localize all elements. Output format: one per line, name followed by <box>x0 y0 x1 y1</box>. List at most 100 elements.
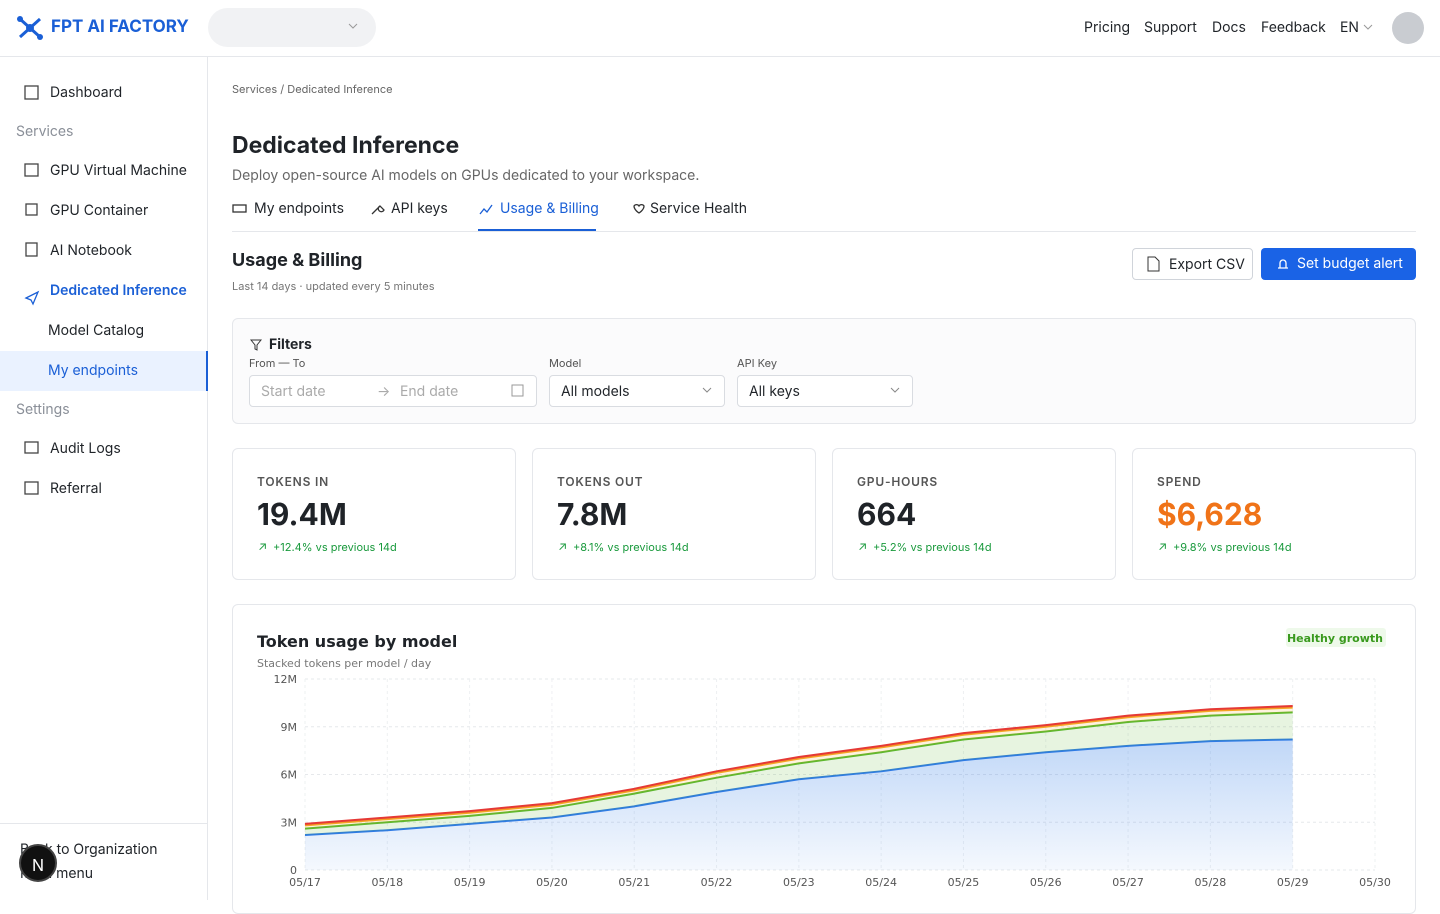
x-tick-label: 05/17 <box>289 876 321 889</box>
menu-item[interactable]: GPU Virtual Machine <box>50 162 187 179</box>
tab[interactable]: API keys <box>391 200 448 217</box>
kpi-value: 664 <box>857 497 917 533</box>
crumb[interactable]: Services <box>232 82 278 96</box>
kpi-label: TOKENS IN <box>257 474 330 489</box>
x-tick-label: 05/29 <box>1277 876 1309 889</box>
x-tick-label: 05/22 <box>701 876 733 889</box>
divider <box>0 823 207 824</box>
logo-icon <box>17 16 43 40</box>
field-label: From — To <box>249 356 306 370</box>
filters-card <box>232 318 1416 424</box>
area-band <box>305 712 1293 835</box>
y-tick-label: 0 <box>290 864 297 877</box>
filter-icon <box>250 339 262 351</box>
page-subtitle: Deploy open-source AI models on GPUs ded… <box>232 167 700 184</box>
page-title: Dedicated Inference <box>232 131 460 159</box>
chart-title: Token usage by model <box>257 632 457 651</box>
crumb: Dedicated Inference <box>287 82 393 96</box>
y-tick-label: 12M <box>274 673 298 686</box>
tab-divider <box>232 231 1416 232</box>
kpi-card: SPEND $6,628 +9.8% vs previous 14d ↗ <box>1132 448 1416 580</box>
nav-link[interactable]: Feedback <box>1261 19 1326 36</box>
chart: Token usage by model Stacked tokens per … <box>257 628 1391 889</box>
menu-item[interactable]: Model Catalog <box>48 322 145 339</box>
field-icons <box>511 384 900 397</box>
menu-item[interactable]: Referral <box>50 480 102 497</box>
x-tick-label: 05/28 <box>1195 876 1227 889</box>
kpi-label: GPU-HOURS <box>857 474 938 489</box>
nav-link[interactable]: Pricing <box>1084 19 1131 36</box>
x-tick-label: 05/19 <box>454 876 486 889</box>
x-tick-label: 05/24 <box>865 876 897 889</box>
menu-section: Settings <box>16 401 70 418</box>
kpi-card: GPU-HOURS 664 +5.2% vs previous 14d ↗ <box>832 448 1116 580</box>
series-line <box>304 738 1293 836</box>
x-tick-label: 05/26 <box>1030 876 1062 889</box>
menu-item[interactable]: AI Notebook <box>50 242 132 259</box>
series-line <box>304 711 1293 830</box>
badge-bg <box>1286 628 1386 647</box>
kpi-value: $6,628 <box>1157 497 1263 533</box>
series-line <box>304 706 1293 827</box>
kpi-delta: +9.8% vs previous 14d <box>1173 540 1292 554</box>
header: FPT AI FACTORY Pricing Support Docs Feed… <box>0 0 1440 57</box>
menu-icons <box>24 85 40 495</box>
x-tick-label: 05/30 <box>1359 876 1391 889</box>
kpi-delta: +8.1% vs previous 14d <box>573 540 689 554</box>
avatar[interactable] <box>1392 12 1424 44</box>
menu-item[interactable]: Dedicated Inference <box>50 282 187 299</box>
nav-link[interactable]: Docs <box>1212 19 1246 36</box>
y-tick-label: 9M <box>281 721 298 734</box>
x-tick-label: 05/27 <box>1112 876 1144 889</box>
date-range[interactable]: Start date → End date <box>249 375 537 407</box>
menu-item[interactable]: Dashboard <box>50 84 123 101</box>
placeholder: Start date <box>261 383 326 400</box>
chart-subtitle: Stacked tokens per model / day <box>257 657 432 670</box>
key-select[interactable]: All keys <box>737 375 913 407</box>
workspace-select[interactable] <box>208 8 376 47</box>
up-arrow: ↗ <box>858 538 868 553</box>
nav-link[interactable]: Support <box>1144 19 1197 36</box>
breadcrumb: Services / Dedicated Inference <box>232 82 393 96</box>
field-label: API Key <box>737 356 777 370</box>
section-title: Usage & Billing <box>232 250 363 271</box>
x-tick-label: 05/23 <box>783 876 815 889</box>
dev-badge[interactable]: N <box>19 844 57 882</box>
area-band <box>305 739 1293 870</box>
brand[interactable]: FPT AI FACTORY <box>51 17 189 37</box>
field-label: Model <box>549 356 582 370</box>
tab[interactable]: Service Health <box>650 200 748 217</box>
up-arrow: ↗ <box>258 538 268 553</box>
kpi-delta: +5.2% vs previous 14d <box>873 540 992 554</box>
button-icons <box>1147 256 1288 272</box>
section-subtitle: Last 14 days · updated every 5 minutes <box>232 279 435 293</box>
kpi-delta: +12.4% vs previous 14d <box>273 540 397 554</box>
budget-button[interactable]: Set budget alert <box>1261 248 1416 280</box>
model-select[interactable]: All models <box>549 375 725 407</box>
kpi-label: SPEND <box>1157 474 1202 489</box>
badge: Healthy growth <box>1287 632 1383 645</box>
y-tick-label: 6M <box>281 769 298 782</box>
y-tick-label: 3M <box>281 816 298 829</box>
language[interactable]: EN <box>1340 19 1359 36</box>
placeholder: End date <box>400 383 459 400</box>
tab-underline <box>478 229 596 231</box>
export-button[interactable]: Export CSV <box>1132 248 1253 280</box>
kpi-value: 19.4M <box>257 497 347 533</box>
tab[interactable]: My endpoints <box>254 200 344 217</box>
kpi-value: 7.8M <box>557 497 628 533</box>
active-bg <box>0 351 208 391</box>
up-arrow: ↗ <box>1158 538 1168 553</box>
kpi-label: TOKENS OUT <box>557 474 644 489</box>
x-tick-label: 05/21 <box>618 876 650 889</box>
menu-item[interactable]: Audit Logs <box>50 440 121 457</box>
menu-item[interactable]: My endpoints <box>48 362 138 379</box>
sidebar <box>0 57 208 900</box>
x-tick-label: 05/20 <box>536 876 568 889</box>
tab-icons <box>232 204 645 215</box>
up-arrow: ↗ <box>558 538 568 553</box>
menu-item[interactable]: GPU Container <box>50 202 149 219</box>
tab[interactable]: Usage & Billing <box>500 200 599 217</box>
filters-title: Filters <box>269 336 312 353</box>
kpi-card: TOKENS OUT 7.8M +8.1% vs previous 14d ↗ <box>532 448 816 580</box>
